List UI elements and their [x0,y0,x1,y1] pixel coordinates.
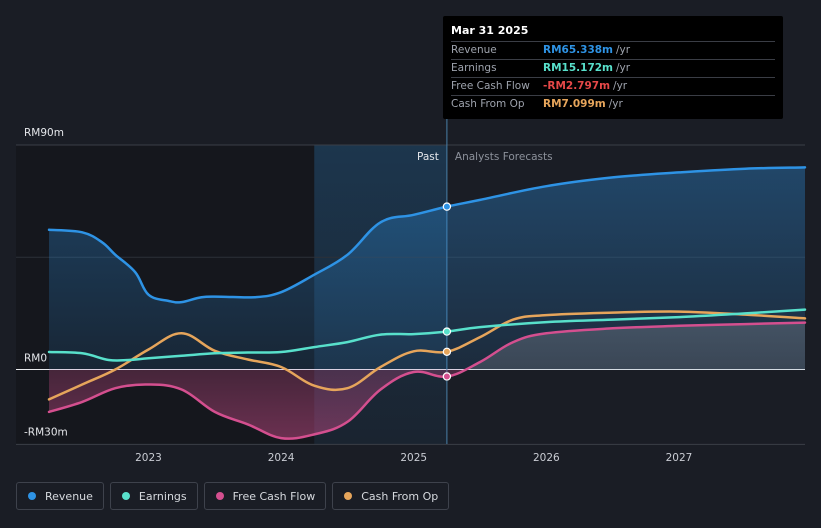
legend-item-free-cash-flow[interactable]: Free Cash Flow [203,482,327,510]
past-label: Past [417,151,439,163]
legend-dot-icon [344,492,353,500]
legend-label: Free Cash Flow [232,489,316,503]
earnings-line [47,308,807,362]
y-axis-label: -RM30m [24,426,68,438]
tooltip-label: Cash From Op [451,98,525,110]
tooltip-unit: /yr [616,62,631,74]
revenue-marker [442,202,452,211]
tooltip-value: -RM2.797m [543,80,611,92]
free-cash-flow-marker [442,372,452,381]
free-cash-flow-negative-area [49,369,805,439]
earnings-marker [442,327,452,336]
tooltip-row-revenue: Revenue RM65.338m /yr [451,41,775,59]
tooltip-unit: /yr [616,44,631,56]
tooltip-value: RM7.099m [543,98,606,110]
revenue-line [47,166,807,304]
cash-from-op-line [47,310,807,401]
tooltip-unit: /yr [613,80,628,92]
legend-item-earnings[interactable]: Earnings [109,482,198,510]
tooltip-date: Mar 31 2025 [451,24,529,37]
tooltip-row-earnings: Earnings RM15.172m /yr [451,59,775,77]
legend-label: Revenue [45,489,93,503]
tooltip-row-cash-from-op: Cash From Op RM7.099m /yr [451,95,775,113]
free-cash-flow-positive-area [49,322,805,370]
legend-label: Earnings [138,489,187,503]
y-axis-label: RM0 [24,353,47,365]
legend: Revenue Earnings Free Cash Flow Cash Fro… [16,482,450,512]
forecast-label: Analysts Forecasts [455,151,553,163]
tooltip-label: Revenue [451,44,497,56]
tooltip-value: RM15.172m [543,62,613,74]
legend-item-revenue[interactable]: Revenue [16,482,104,510]
tooltip-panel: Mar 31 2025 Revenue RM65.338m /yr Earnin… [443,16,783,119]
legend-dot-icon [215,492,224,500]
free-cash-flow-line [47,321,807,440]
tooltip-label: Earnings [451,62,497,74]
x-axis-label: 2027 [666,452,693,464]
tooltip-unit: /yr [608,98,623,110]
tooltip-row-free-cash-flow: Free Cash Flow -RM2.797m /yr [451,77,775,95]
legend-item-cash-from-op[interactable]: Cash From Op [332,482,450,510]
x-axis-label: 2026 [533,452,560,464]
tooltip-label: Free Cash Flow [451,80,530,92]
cash-from-op-marker [442,347,452,356]
x-axis-label: 2024 [268,452,295,464]
x-axis-label: 2023 [135,452,162,464]
x-axis-label: 2025 [400,452,427,464]
legend-dot-icon [28,492,36,500]
y-axis-label: RM90m [24,127,64,139]
tooltip-value: RM65.338m [543,44,613,56]
legend-dot-icon [121,492,130,500]
legend-label: Cash From Op [361,489,439,503]
